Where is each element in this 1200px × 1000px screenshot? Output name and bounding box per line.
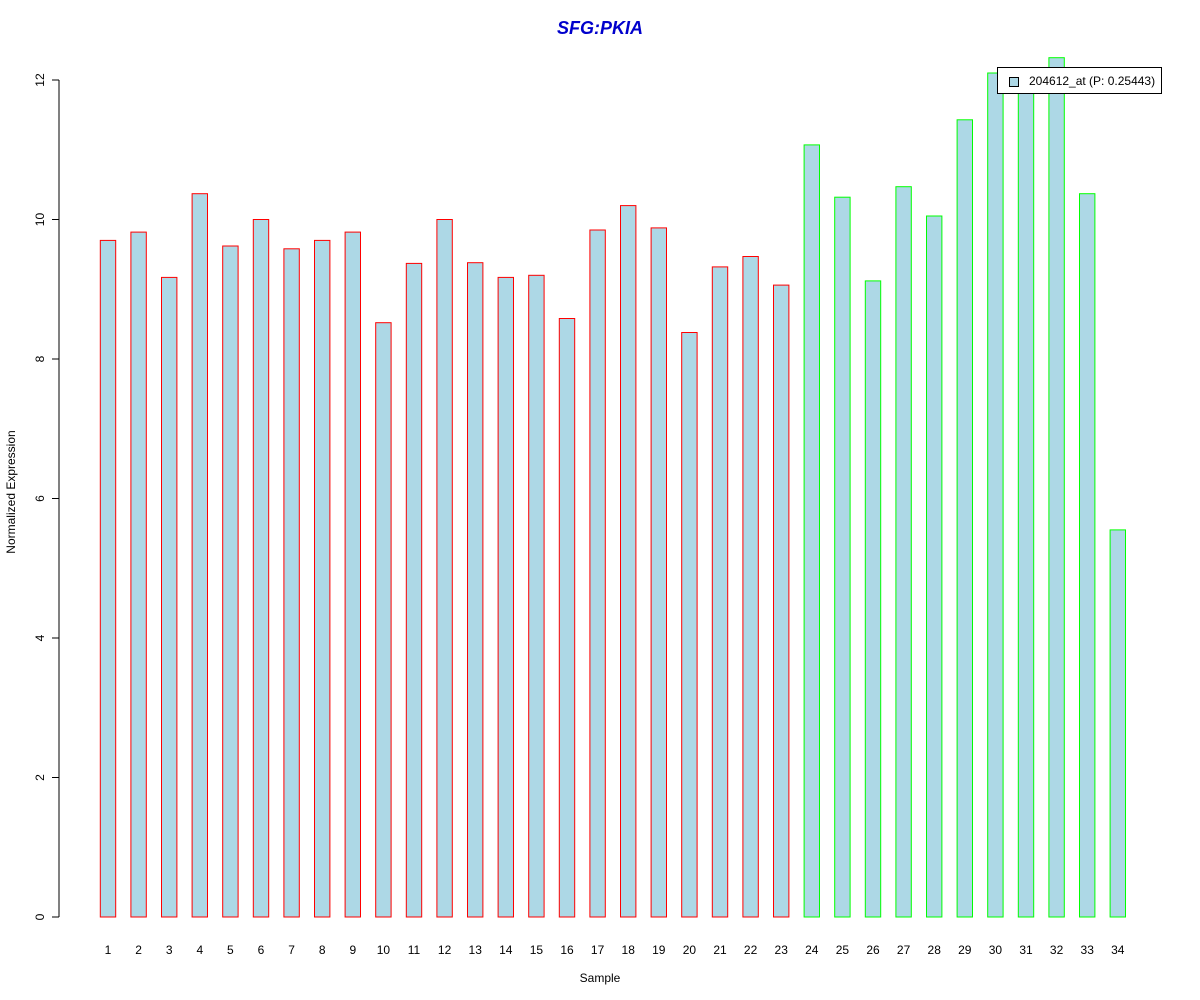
bar-sample-13: [467, 262, 484, 918]
x-tick-label: 12: [438, 943, 452, 957]
x-tick-label: 33: [1081, 943, 1095, 957]
bar-sample-5: [222, 245, 239, 918]
bar-sample-31: [1017, 72, 1035, 918]
x-tick-label: 16: [560, 943, 574, 957]
y-tick-label: 0: [33, 913, 47, 920]
x-tick-label: 7: [288, 943, 295, 957]
x-tick-label: 14: [499, 943, 513, 957]
y-tick-label: 10: [33, 213, 47, 227]
x-tick-label: 24: [805, 943, 819, 957]
x-tick-label: 9: [349, 943, 356, 957]
bar-sample-30: [987, 72, 1004, 918]
x-tick-label: 3: [166, 943, 173, 957]
x-tick-label: 30: [989, 943, 1003, 957]
x-tick-label: 27: [897, 943, 911, 957]
x-tick-label: 31: [1019, 943, 1033, 957]
y-tick-label: 12: [33, 73, 47, 87]
x-tick-label: 8: [319, 943, 326, 957]
bar-sample-11: [405, 262, 423, 918]
bar-sample-21: [711, 266, 729, 918]
bar-sample-33: [1079, 193, 1096, 918]
x-tick-label: 6: [258, 943, 265, 957]
x-tick-label: 5: [227, 943, 234, 957]
bar-sample-4: [191, 193, 209, 918]
x-tick-label: 4: [196, 943, 203, 957]
bar-sample-6: [252, 219, 270, 918]
bar-sample-19: [650, 227, 667, 918]
bar-sample-25: [834, 196, 851, 918]
bar-sample-8: [314, 239, 331, 918]
bar-sample-7: [283, 248, 300, 918]
bar-sample-26: [864, 280, 882, 918]
x-tick-label: 21: [713, 943, 727, 957]
x-tick-labels: 1 2 3 4 5 6 7 8 9 10 11 12 13 14 15 16 17 18 19 20 21 22 23 24 2…: [105, 943, 1125, 957]
bar-sample-12: [436, 219, 453, 918]
x-tick-label: 2: [135, 943, 142, 957]
y-tick-label: 2: [33, 774, 47, 781]
x-tick-label: 19: [652, 943, 666, 957]
bar-sample-18: [620, 205, 637, 918]
x-tick-label: 26: [866, 943, 880, 957]
bar-sample-27: [895, 186, 912, 918]
x-tick-label: 23: [775, 943, 789, 957]
x-tick-label: 25: [836, 943, 850, 957]
bar-sample-16: [558, 318, 576, 918]
bar-sample-23: [773, 284, 790, 918]
x-tick-label: 20: [683, 943, 697, 957]
legend-swatch: [1009, 77, 1019, 87]
bar-sample-29: [956, 119, 973, 918]
bar-sample-15: [528, 274, 545, 918]
bar-sample-22: [742, 256, 759, 918]
bar-sample-34: [1109, 529, 1126, 918]
bar-sample-3: [161, 276, 178, 918]
x-tick-label: 28: [928, 943, 942, 957]
x-axis-label: Sample: [579, 971, 621, 985]
bar-sample-1: [99, 239, 117, 918]
x-tick-label: 17: [591, 943, 605, 957]
x-tick-label: 1: [105, 943, 112, 957]
bar-sample-9: [344, 231, 362, 918]
x-tick-label: 22: [744, 943, 758, 957]
bar-sample-20: [681, 332, 698, 918]
bar-sample-17: [589, 229, 606, 918]
x-tick-label: 13: [469, 943, 483, 957]
x-tick-label: 10: [377, 943, 391, 957]
y-tick-label: 4: [33, 634, 47, 641]
bars: [99, 57, 1126, 918]
y-tick-label: 8: [33, 355, 47, 362]
y-axis: 0 2 4 6 8 10 12: [33, 73, 60, 920]
bar-sample-2: [130, 231, 147, 918]
y-tick-label: 6: [33, 495, 47, 502]
x-tick-label: 15: [530, 943, 544, 957]
x-tick-label: 29: [958, 943, 972, 957]
x-tick-label: 32: [1050, 943, 1064, 957]
legend: 204612_at (P: 0.25443): [997, 67, 1162, 94]
bar-sample-32: [1048, 57, 1065, 918]
bar-sample-24: [803, 144, 820, 918]
x-tick-label: 11: [408, 943, 421, 957]
x-tick-label: 34: [1111, 943, 1125, 957]
legend-label: 204612_at (P: 0.25443): [1029, 74, 1156, 88]
bar-sample-14: [497, 276, 515, 918]
x-tick-label: 18: [622, 943, 636, 957]
bar-sample-28: [926, 215, 943, 918]
bar-sample-10: [375, 322, 392, 918]
chart-title: SFG:PKIA: [556, 18, 643, 38]
